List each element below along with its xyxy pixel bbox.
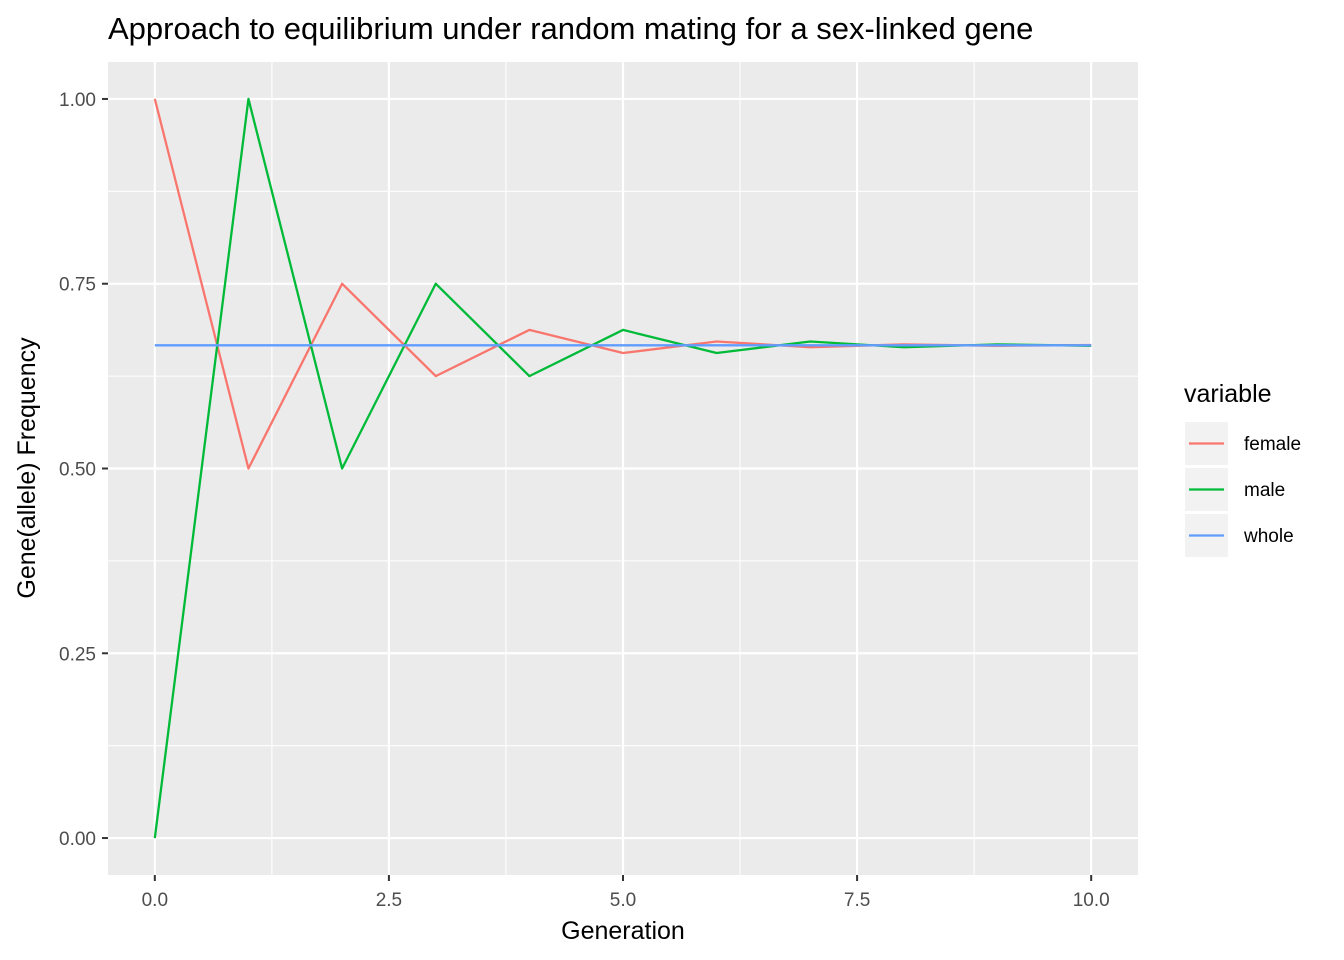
legend-label-female: female [1244, 434, 1301, 455]
y-tick-label: 1.00 [59, 90, 96, 111]
y-tick-label: 0.75 [59, 275, 96, 296]
y-axis: 0.00 0.25 0.50 0.75 1.00 [59, 90, 108, 850]
x-axis-title: Generation [561, 917, 685, 945]
legend-label-whole: whole [1243, 526, 1294, 547]
x-tick-label: 10.0 [1073, 890, 1110, 911]
legend-label-male: male [1244, 480, 1285, 501]
x-tick-label: 7.5 [844, 890, 870, 911]
x-tick-label: 2.5 [376, 890, 402, 911]
series-lines [153, 97, 1092, 839]
y-tick-label: 0.25 [59, 644, 96, 665]
legend-title: variable [1184, 380, 1272, 408]
grid-major [108, 62, 1138, 875]
x-tick-label: 0.0 [142, 890, 168, 911]
y-tick-label: 0.50 [59, 460, 96, 481]
x-tick-label: 5.0 [610, 890, 636, 911]
legend: variable female male whole [1184, 380, 1301, 557]
x-axis: 0.0 2.5 5.0 7.5 10.0 [142, 875, 1110, 911]
y-tick-label: 0.00 [59, 829, 96, 850]
y-axis-title: Gene(allele) Frequency [13, 337, 41, 599]
chart-title: Approach to equilibrium under random mat… [108, 11, 1033, 46]
